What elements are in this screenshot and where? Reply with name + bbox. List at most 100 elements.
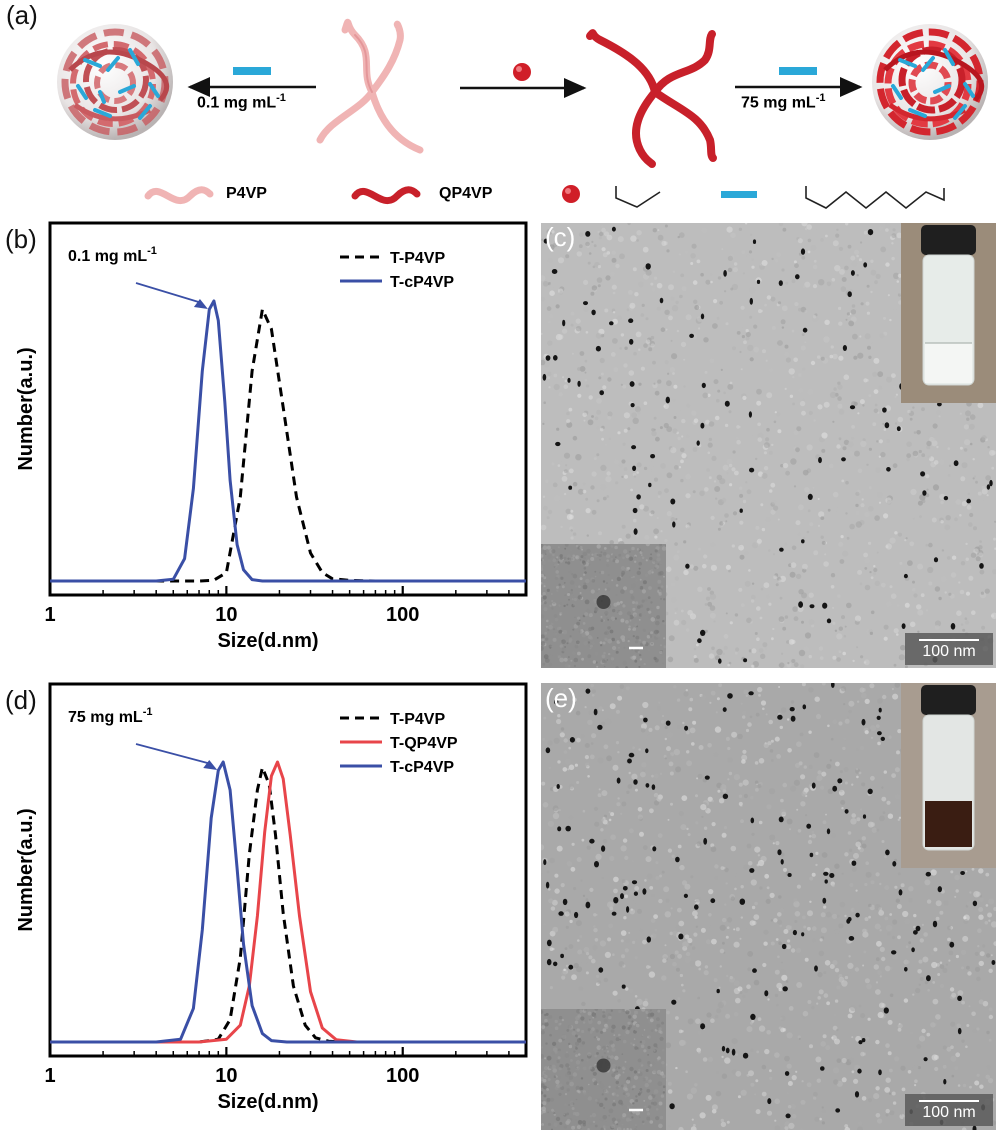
tem-grain <box>851 813 856 818</box>
tem-grain <box>784 352 790 357</box>
zoom-grain <box>602 1089 607 1093</box>
tem-grain <box>732 511 738 516</box>
tem-grain <box>804 310 808 313</box>
tem-grain <box>608 818 612 822</box>
tem-grain <box>672 428 678 434</box>
tem-grain <box>672 372 675 375</box>
zoom-grain <box>544 1018 548 1023</box>
zoom-grain <box>544 1057 547 1060</box>
tem-particle <box>594 861 599 868</box>
tem-grain <box>851 1036 854 1039</box>
tem-grain <box>804 632 812 639</box>
tem-grain <box>556 718 562 725</box>
tem-grain <box>740 368 743 371</box>
tem-grain <box>827 788 834 795</box>
tem-grain <box>864 730 869 735</box>
tem-particle <box>913 930 918 935</box>
tem-grain <box>800 345 806 351</box>
zoom-grain <box>596 591 599 593</box>
zoom-grain <box>643 662 646 666</box>
tem-grain <box>542 737 545 741</box>
zoom-grain <box>588 553 590 556</box>
tem-grain <box>898 816 902 819</box>
zoom-grain <box>618 553 622 557</box>
tem-grain <box>782 626 787 631</box>
tem-particle <box>861 1038 866 1043</box>
tem-grain <box>634 788 638 792</box>
tem-grain <box>713 480 717 483</box>
tem-grain <box>811 1005 815 1010</box>
tem-grain <box>629 302 636 309</box>
tem-grain <box>883 636 888 641</box>
tem-grain <box>631 773 638 780</box>
tem-grain <box>642 845 648 850</box>
tem-grain <box>637 411 641 415</box>
tem-grain <box>672 961 677 967</box>
zoom-grain <box>643 1029 646 1031</box>
tem-grain <box>786 818 793 825</box>
tem-grain <box>764 873 770 879</box>
tem-grain <box>842 651 846 656</box>
tem-grain <box>727 267 733 273</box>
zoom-grain <box>552 637 557 642</box>
tem-grain <box>838 355 844 361</box>
zoom-grain <box>566 642 569 645</box>
zoom-grain <box>627 1015 632 1019</box>
zoom-grain <box>596 544 601 549</box>
zoom-grain <box>652 1069 657 1074</box>
tem-grain <box>750 1048 754 1052</box>
tem-grain <box>713 978 718 983</box>
tem-grain <box>788 925 793 930</box>
tem-grain <box>791 639 796 644</box>
tem-grain <box>790 948 796 953</box>
zoom-grain <box>541 1103 544 1108</box>
tem-grain <box>891 233 897 239</box>
tem-grain <box>638 382 642 386</box>
tem-grain <box>823 401 830 408</box>
tem-grain <box>798 373 802 377</box>
tem-grain <box>571 527 575 530</box>
tem-grain <box>657 229 660 232</box>
zoom-grain <box>602 619 606 622</box>
tem-image-e: 100 nm <box>541 683 996 1130</box>
tem-grain <box>885 228 889 232</box>
tem-grain <box>602 824 607 828</box>
tem-grain <box>698 745 704 750</box>
tem-grain <box>877 970 883 975</box>
tem-grain <box>869 683 875 689</box>
tem-particle <box>884 422 890 429</box>
zoom-grain <box>657 1081 663 1087</box>
tem-grain <box>773 420 777 424</box>
tem-grain <box>792 402 795 406</box>
zoom-grain <box>631 583 636 589</box>
zoom-grain <box>559 1122 563 1125</box>
zoom-grain <box>626 1105 630 1109</box>
tem-grain <box>802 915 806 920</box>
tem-grain <box>788 1122 795 1129</box>
zoom-grain <box>643 1049 647 1053</box>
zoom-grain <box>594 1054 597 1058</box>
tem-particle <box>591 309 596 316</box>
tem-grain <box>597 265 601 269</box>
tem-grain <box>745 481 748 484</box>
tem-grain <box>673 685 677 689</box>
tem-grain <box>838 923 844 929</box>
tem-grain <box>655 538 658 540</box>
tem-grain <box>543 401 546 404</box>
tem-particle <box>683 893 688 898</box>
chart-d: (d)1 10 100Size(d.nm)Number(a.u.)T-P4VPT-Q… <box>5 682 528 1113</box>
tem-grain <box>721 832 727 838</box>
tem-grain <box>894 858 898 862</box>
scale-bar-e-text: 100 nm <box>922 1104 976 1121</box>
tem-grain <box>858 1121 863 1126</box>
tem-grain <box>811 833 817 839</box>
tem-grain <box>701 815 704 818</box>
zoom-grain <box>612 1068 616 1072</box>
tem-grain <box>554 495 561 502</box>
tem-grain <box>797 532 801 536</box>
tem-grain <box>588 710 594 716</box>
tem-grain <box>886 376 892 383</box>
tem-grain <box>871 827 877 833</box>
tem-grain <box>823 336 830 343</box>
tem-grain <box>889 993 894 998</box>
